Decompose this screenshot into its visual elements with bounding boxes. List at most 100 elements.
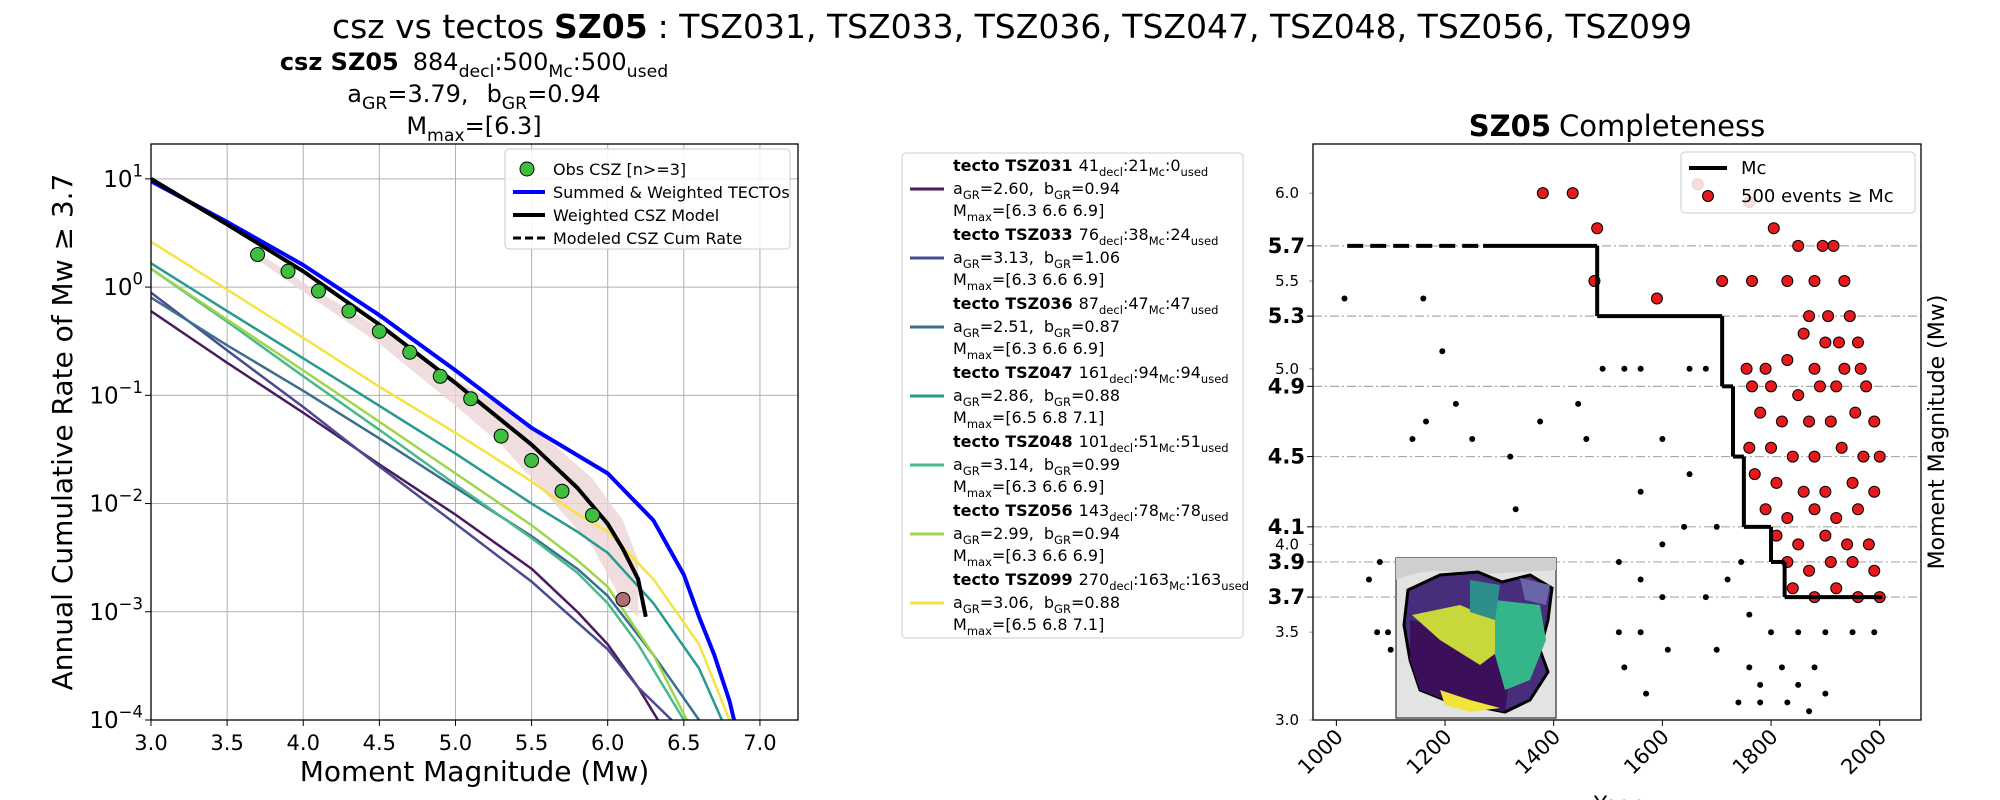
text-part: GR: [963, 464, 980, 478]
text-part: 21: [1128, 156, 1148, 175]
tecto-legend-name: tecto TSZ056 143decl:78Mc:78used: [953, 501, 1229, 524]
text-part: ,: [1029, 455, 1034, 474]
text-part: :: [1123, 156, 1128, 175]
tecto-legend-mmax: Mmax=[6.3 6.6 6.9]: [953, 546, 1104, 569]
text-part: max: [967, 555, 992, 569]
x-tick-label: 3.0: [134, 731, 167, 755]
event-below-mc: [1681, 523, 1688, 530]
event-above-mc: [1746, 274, 1759, 287]
event-above-mc: [1813, 380, 1826, 393]
text-part: decl: [1109, 441, 1133, 455]
tecto-legend-name: tecto TSZ048 101decl:51Mc:51used: [953, 432, 1229, 455]
text-part: GR: [1054, 188, 1071, 202]
text-part: =: [992, 477, 1005, 496]
y-tick-label: 101: [103, 162, 143, 193]
tecto-legend-gr: aGR=2.86, bGR=0.88: [953, 386, 1120, 409]
text-part: 3.13: [993, 248, 1029, 267]
legend-box: [504, 148, 791, 250]
legend-marker: [519, 161, 535, 177]
event-above-mc: [1803, 310, 1816, 323]
event-above-mc: [1792, 389, 1805, 402]
text-part: 0.87: [1084, 317, 1120, 336]
text-part: GR: [963, 533, 980, 547]
event-above-mc: [1851, 336, 1864, 349]
event-above-mc: [1849, 406, 1862, 419]
event-above-mc: [1797, 485, 1810, 498]
event-below-mc: [1806, 708, 1813, 715]
event-below-mc: [1735, 699, 1742, 706]
event-below-mc: [1575, 400, 1582, 407]
event-above-mc: [1816, 239, 1829, 252]
tecto-legend-mmax: Mmax=[6.3 6.6 6.9]: [953, 339, 1104, 362]
event-above-mc: [1832, 336, 1845, 349]
event-below-mc: [1423, 418, 1430, 425]
text-part: [6.3 6.6 6.9]: [1005, 546, 1104, 565]
text-part: [6.5 6.8 7.1]: [1005, 408, 1104, 427]
text-part: :: [1185, 570, 1190, 589]
tecto-legend-gr: aGR=2.99, bGR=0.94: [953, 524, 1120, 547]
event-above-mc: [1591, 222, 1604, 235]
event-above-mc: [1824, 415, 1837, 428]
tecto-line: [151, 267, 685, 720]
text-part: GR: [963, 395, 980, 409]
event-below-mc: [1439, 348, 1446, 355]
text-part: a: [953, 386, 963, 405]
text-part: 3.06: [993, 593, 1029, 612]
text-part: max: [967, 624, 992, 638]
text-part: Mc: [1149, 165, 1165, 179]
text-part: 41: [1079, 156, 1099, 175]
event-below-mc: [1757, 699, 1764, 706]
text-part: 10: [103, 275, 132, 301]
event-above-mc: [1781, 354, 1794, 366]
text-part: 0.94: [547, 80, 600, 108]
event-above-mc: [1759, 503, 1772, 516]
text-part: 884: [413, 48, 459, 76]
legend-marker: [1702, 190, 1714, 202]
text-part: : TSZ031, TSZ033, TSZ036, TSZ047, TSZ048…: [658, 7, 1692, 46]
text-part: 38: [1128, 225, 1148, 244]
text-part: [6.3 6.6 6.9]: [1005, 339, 1104, 358]
tecto-legend-name: tecto TSZ033 76decl:38Mc:24used: [953, 225, 1218, 248]
text-part: 78: [1181, 501, 1201, 520]
text-part: :: [1165, 225, 1170, 244]
tecto-legend-gr: aGR=2.60, bGR=0.94: [953, 179, 1120, 202]
text-part: 51: [1139, 432, 1159, 451]
event-above-mc: [1838, 274, 1851, 287]
text-part: :: [1133, 363, 1138, 382]
y-tick-label: 10−2: [89, 486, 143, 517]
text-part: b: [1044, 593, 1054, 612]
tecto-line: [151, 267, 688, 720]
y-tick-label: 6.0: [1275, 184, 1299, 202]
event-above-mc: [1843, 310, 1856, 323]
event-below-mc: [1637, 629, 1644, 636]
text-part: 3.79: [407, 80, 460, 108]
text-part: M: [953, 408, 967, 427]
tecto-legend-mmax: Mmax=[6.3 6.6 6.9]: [953, 477, 1104, 500]
event-below-mc: [1599, 365, 1606, 372]
text-part: ,: [1029, 386, 1034, 405]
text-part: :: [1133, 501, 1138, 520]
event-below-mc: [1702, 365, 1709, 372]
text-part: Mc: [548, 62, 572, 82]
inset-map: [1395, 557, 1557, 719]
text-part: −4: [119, 703, 143, 722]
event-above-mc: [1868, 564, 1881, 577]
event-below-mc: [1795, 629, 1802, 636]
event-below-mc: [1713, 523, 1720, 530]
event-below-mc: [1384, 629, 1391, 636]
text-part: :: [1175, 501, 1180, 520]
text-part: 94: [1139, 363, 1159, 382]
x-axis-label: Year: [1593, 793, 1642, 800]
text-part: ,: [1029, 179, 1034, 198]
text-part: GR: [963, 188, 980, 202]
text-part: used: [1201, 372, 1229, 386]
event-above-mc: [1838, 362, 1851, 375]
text-part: used: [1191, 234, 1219, 248]
text-part: 87: [1079, 294, 1099, 313]
y-tick-label: 5.5: [1275, 272, 1299, 290]
event-above-mc: [1819, 529, 1832, 542]
x-tick-label: 5.5: [515, 731, 548, 755]
x-tick-label: 5.0: [439, 731, 472, 755]
text-part: [6.3 6.6 6.9]: [1005, 270, 1104, 289]
